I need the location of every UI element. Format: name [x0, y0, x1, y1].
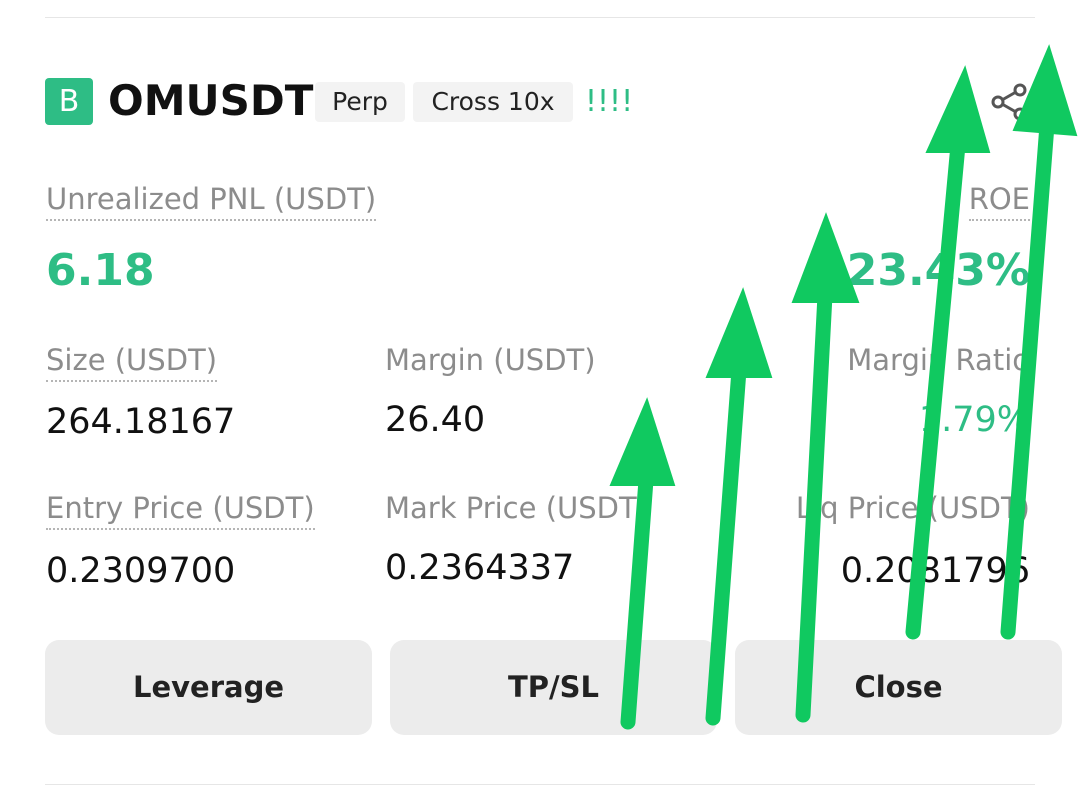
close-button[interactable]: Close	[735, 640, 1062, 735]
badge: B	[45, 78, 93, 125]
pnl-label: Unrealized PNL (USDT)	[46, 182, 377, 221]
tag: Cross 10x	[413, 82, 573, 122]
field-label: Liq Price (USDT)	[795, 491, 1030, 525]
field-value: 0.2364337	[385, 548, 575, 588]
tpsl-button[interactable]: TP/SL	[390, 640, 717, 735]
field-label: Size (USDT)	[46, 343, 218, 382]
divider	[45, 784, 1035, 785]
pnl-value: 6.18	[46, 245, 155, 296]
field-value: 26.40	[385, 400, 486, 440]
field-label: Margin (USDT)	[385, 343, 596, 377]
divider	[45, 17, 1035, 18]
field-label: Entry Price (USDT)	[46, 491, 315, 530]
field-value: 0.2309700	[46, 551, 236, 591]
field-value: 0.2081796	[840, 551, 1030, 591]
leverage-button[interactable]: Leverage	[45, 640, 372, 735]
symbol: OMUSDT	[108, 76, 314, 125]
tag: Perp	[315, 82, 405, 122]
field-label: Mark Price (USDT)	[385, 491, 648, 525]
field-value: 264.18167	[46, 402, 236, 442]
warning: !!!!	[585, 84, 634, 119]
roe-label: ROE	[968, 182, 1030, 221]
